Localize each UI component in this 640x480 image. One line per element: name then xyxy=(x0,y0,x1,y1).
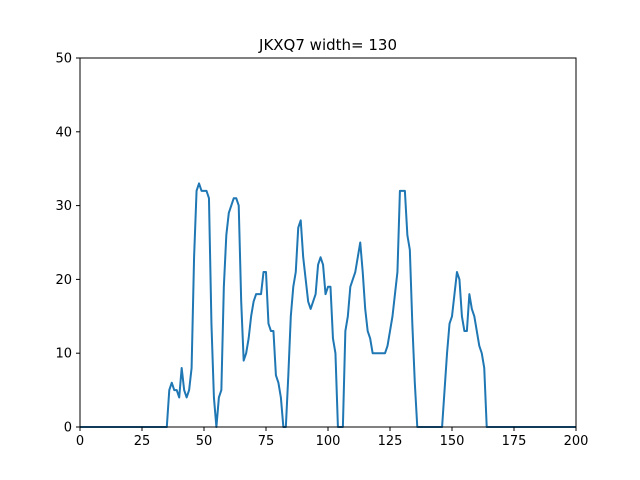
plot-frame xyxy=(79,57,577,428)
x-tick-label: 50 xyxy=(196,434,213,449)
axis-ticks: 0 25 50 75 100 125 150 175 200 0 10 20 30 40 50 xyxy=(55,52,588,450)
x-tick-label: 175 xyxy=(502,434,527,449)
x-tick-label: 150 xyxy=(440,434,465,449)
x-tick-label: 125 xyxy=(378,434,403,449)
x-tick-label: 0 xyxy=(76,434,84,449)
y-tick-label: 50 xyxy=(55,52,72,67)
x-tick-label: 25 xyxy=(134,434,151,449)
x-tick-label: 75 xyxy=(258,434,275,449)
y-tick-label: 30 xyxy=(55,199,72,214)
y-tick-label: 10 xyxy=(55,347,72,362)
chart-title: JKXQ7 width= 130 xyxy=(258,36,397,54)
y-tick-label: 20 xyxy=(55,273,72,288)
x-tick-label: 100 xyxy=(316,434,341,449)
x-tick-label: 200 xyxy=(564,434,589,449)
y-tick-label: 40 xyxy=(55,125,72,140)
y-tick-label: 0 xyxy=(64,421,72,436)
